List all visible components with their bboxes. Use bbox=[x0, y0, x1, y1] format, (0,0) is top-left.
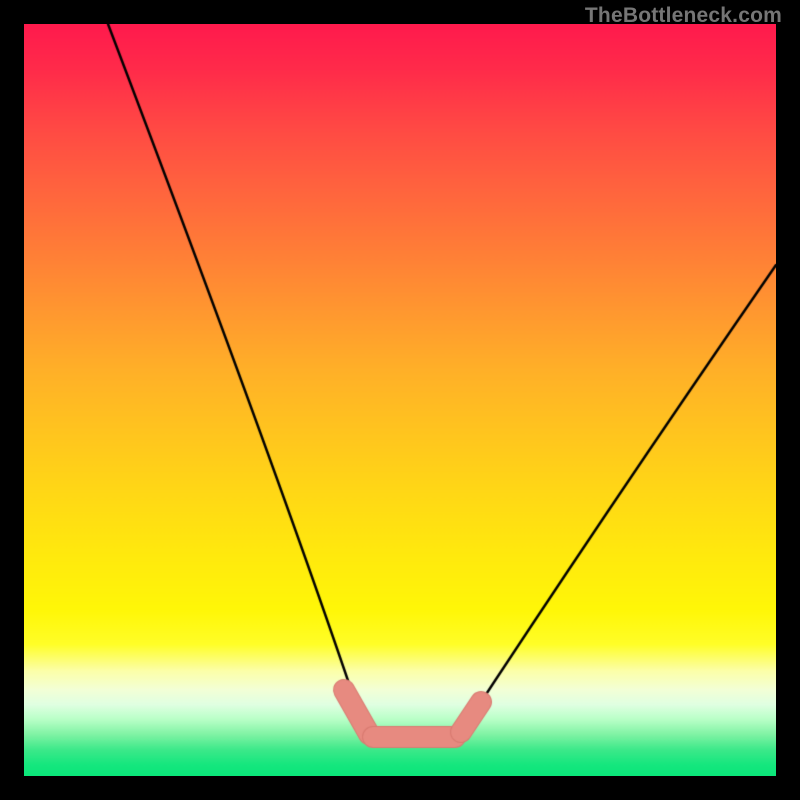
watermark-text: TheBottleneck.com bbox=[585, 4, 782, 28]
curve-overlay bbox=[24, 24, 776, 776]
chart-stage: TheBottleneck.com bbox=[0, 0, 800, 800]
